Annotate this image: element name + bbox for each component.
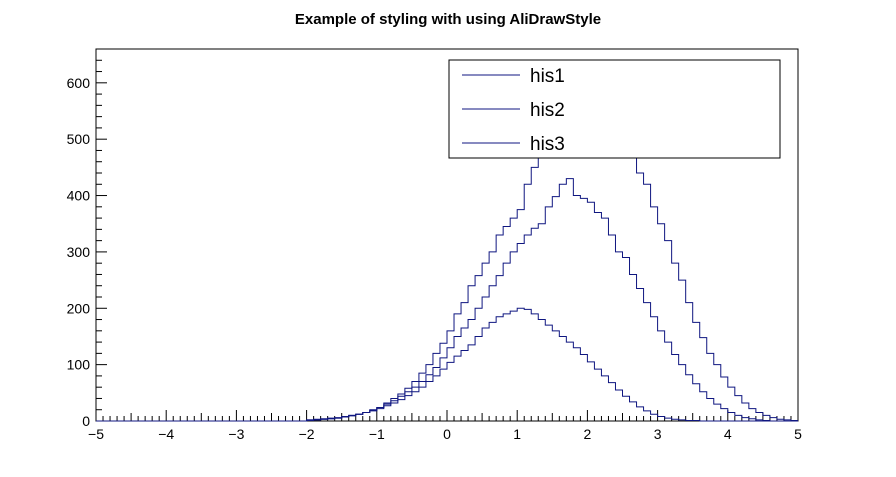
x-tick-label: 1 bbox=[513, 426, 521, 442]
x-tick-label: −2 bbox=[299, 426, 315, 442]
axis-ticks bbox=[95, 59, 799, 422]
x-tick-label: 2 bbox=[584, 426, 592, 442]
y-tick-label: 500 bbox=[67, 131, 91, 147]
x-tick-label: 4 bbox=[724, 426, 732, 442]
tick-labels: −5 −4 −3 −2 −1 0 1 2 3 4 5 0 100 200 300 400 500 600 bbox=[67, 75, 802, 442]
x-tick-label: −3 bbox=[228, 426, 244, 442]
x-tick-label: 0 bbox=[443, 426, 451, 442]
y-tick-label: 300 bbox=[67, 244, 91, 260]
x-tick-label: −4 bbox=[158, 426, 174, 442]
x-tick-label: 5 bbox=[794, 426, 802, 442]
legend: his1 his2 his3 bbox=[448, 59, 781, 159]
legend-label-his1: his1 bbox=[530, 66, 565, 87]
x-tick-label: 3 bbox=[654, 426, 662, 442]
legend-label-his3: his3 bbox=[530, 134, 565, 155]
y-tick-label: 100 bbox=[67, 357, 91, 373]
y-tick-label: 600 bbox=[67, 75, 91, 91]
y-tick-label: 400 bbox=[67, 188, 91, 204]
y-tick-label: 0 bbox=[82, 413, 90, 429]
chart-title: Example of styling with using AliDrawSty… bbox=[295, 11, 601, 28]
legend-label-his2: his2 bbox=[530, 100, 565, 121]
x-tick-label: −1 bbox=[369, 426, 385, 442]
x-tick-label: −5 bbox=[88, 426, 104, 442]
series-group bbox=[96, 82, 798, 422]
series-his3 bbox=[96, 307, 798, 422]
y-tick-label: 200 bbox=[67, 300, 91, 316]
